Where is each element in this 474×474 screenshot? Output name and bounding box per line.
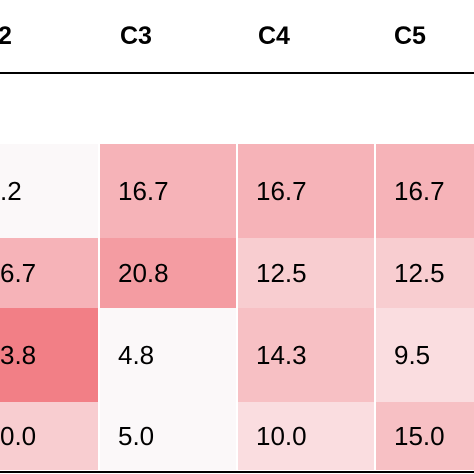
column-header: C5 (394, 21, 426, 50)
heatmap-cell: .2 (0, 144, 98, 238)
heatmap-cell: 0.0 (0, 402, 98, 470)
column-header: 2 (0, 21, 12, 50)
heatmap-cell: 6.7 (0, 238, 98, 308)
heatmap-cell: 10.0 (238, 402, 374, 470)
heatmap-cell: 14.3 (238, 308, 374, 402)
heatmap-cell: 3.8 (0, 308, 98, 402)
table-rule (0, 471, 474, 473)
heatmap-cell: 20.8 (100, 238, 236, 308)
column-header: C3 (120, 21, 152, 50)
heatmap-cell: 16.7 (100, 144, 236, 238)
heatmap-cell: 5.0 (100, 402, 236, 470)
table-rule (0, 72, 474, 74)
column-header: C4 (258, 21, 290, 50)
heatmap-cell: 12.5 (376, 238, 474, 308)
heatmap-cell: 15.0 (376, 402, 474, 470)
heatmap-cell: 12.5 (238, 238, 374, 308)
heatmap-cell: 16.7 (238, 144, 374, 238)
heatmap-cell: 9.5 (376, 308, 474, 402)
heatmap-cell: 16.7 (376, 144, 474, 238)
heatmap-cell: 4.8 (100, 308, 236, 402)
